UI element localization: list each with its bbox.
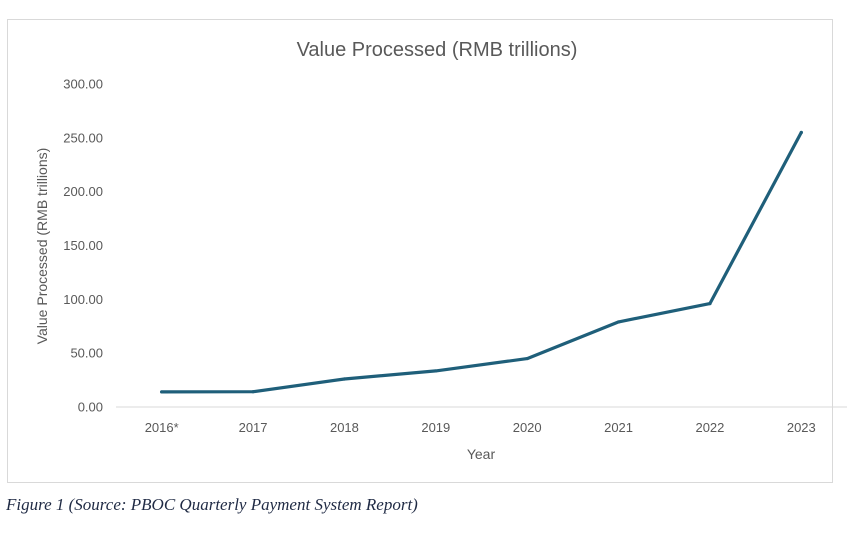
data-point bbox=[160, 390, 164, 394]
y-tick-label: 250.00 bbox=[63, 130, 103, 145]
series-group bbox=[160, 130, 803, 394]
y-tick-label: 0.00 bbox=[78, 400, 103, 415]
x-tick-label: 2023 bbox=[787, 420, 816, 435]
y-tick-label: 150.00 bbox=[63, 238, 103, 253]
y-tick-labels: 0.00 50.00 100.00 150.00 200.00 250.00 300.00 bbox=[63, 77, 103, 415]
y-tick-label: 100.00 bbox=[63, 292, 103, 307]
x-tick-label: 2021 bbox=[604, 420, 633, 435]
data-point bbox=[616, 320, 621, 324]
x-tick-labels: 2016* 2017 2018 2019 2020 2021 2022 2023 bbox=[145, 420, 816, 435]
chart-frame bbox=[7, 19, 833, 483]
x-tick-label: 2019 bbox=[421, 420, 450, 435]
series-line bbox=[160, 130, 803, 394]
x-tick-label: 2018 bbox=[330, 420, 359, 435]
y-tick-label: 200.00 bbox=[63, 184, 103, 199]
y-tick-label: 300.00 bbox=[63, 77, 103, 92]
data-point bbox=[434, 369, 438, 373]
chart-title: Value Processed (RMB trillions) bbox=[297, 39, 578, 61]
x-tick-label: 2020 bbox=[513, 420, 542, 435]
data-point bbox=[251, 390, 255, 394]
x-axis-label: Year bbox=[467, 446, 496, 462]
y-axis-label: Value Processed (RMB trillions) bbox=[34, 148, 50, 345]
data-point bbox=[525, 356, 529, 361]
figure-caption: Figure 1 (Source: PBOC Quarterly Payment… bbox=[6, 495, 418, 514]
y-tick-label: 50.00 bbox=[70, 346, 103, 361]
x-tick-label: 2017 bbox=[239, 420, 268, 435]
data-point bbox=[342, 377, 347, 381]
data-point bbox=[708, 302, 712, 306]
x-tick-label: 2022 bbox=[695, 420, 724, 435]
data-point bbox=[799, 130, 803, 135]
x-tick-label: 2016* bbox=[145, 420, 179, 435]
